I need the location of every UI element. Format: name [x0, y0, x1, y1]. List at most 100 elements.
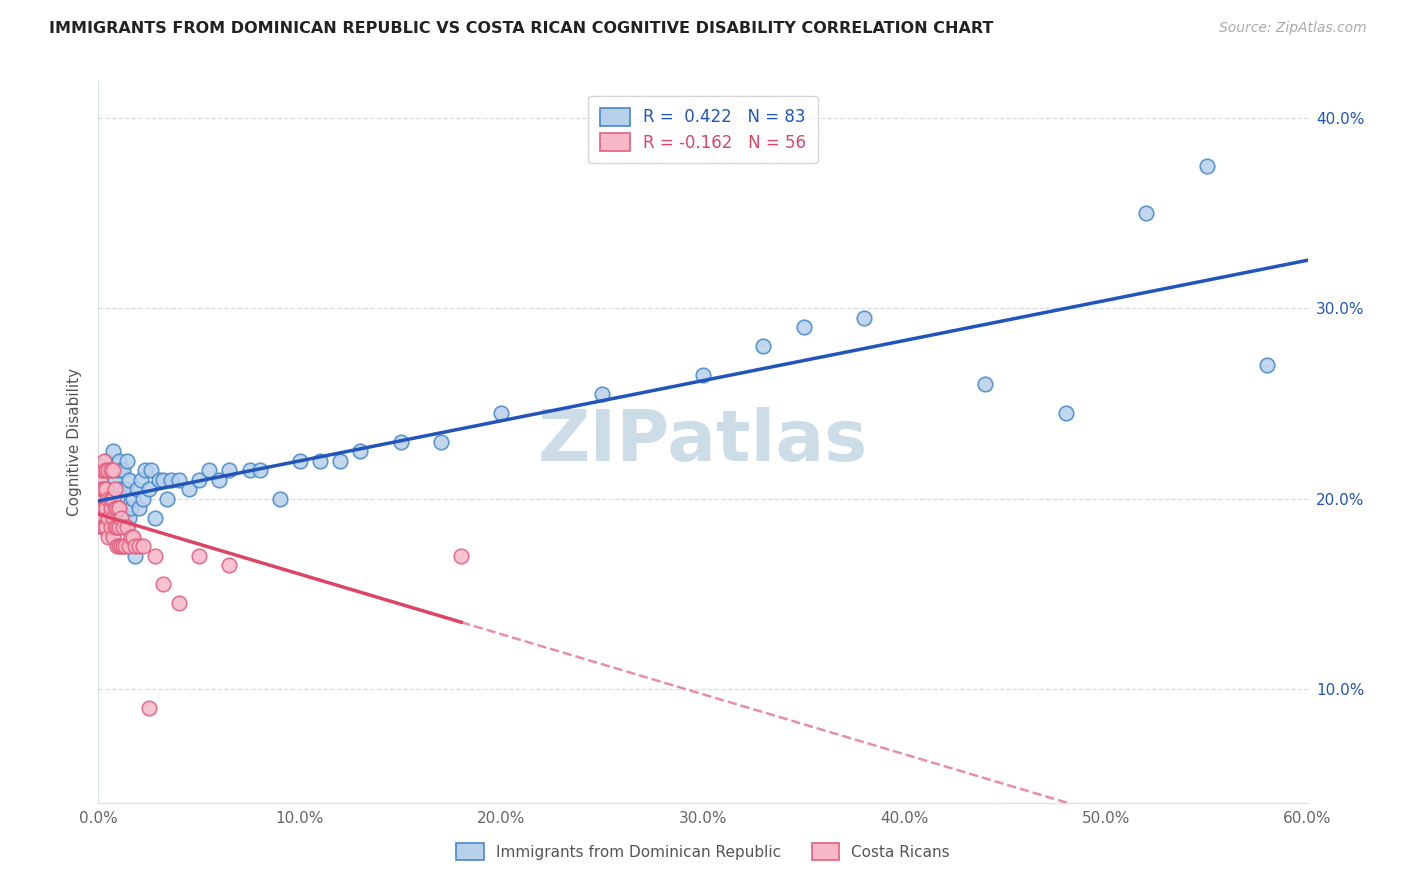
Point	[269, 491, 291, 506]
Point	[120, 501, 142, 516]
Point	[188, 549, 211, 563]
Point	[249, 463, 271, 477]
Point	[89, 491, 111, 506]
Point	[143, 549, 166, 563]
Point	[124, 539, 146, 553]
Point	[89, 473, 111, 487]
Point	[110, 510, 132, 524]
Point	[156, 491, 179, 506]
Point	[124, 549, 146, 563]
Point	[107, 520, 129, 534]
Point	[96, 453, 118, 467]
Point	[853, 310, 876, 325]
Point	[591, 387, 613, 401]
Point	[160, 473, 183, 487]
Point	[89, 491, 111, 506]
Point	[100, 520, 122, 534]
Point	[110, 463, 132, 477]
Point	[103, 501, 125, 516]
Point	[96, 501, 118, 516]
Point	[152, 577, 174, 591]
Point	[143, 510, 166, 524]
Point	[100, 491, 122, 506]
Point	[107, 539, 129, 553]
Point	[93, 463, 115, 477]
Point	[288, 453, 311, 467]
Point	[96, 520, 118, 534]
Point	[107, 482, 129, 496]
Point	[93, 482, 115, 496]
Point	[97, 463, 120, 477]
Text: Source: ZipAtlas.com: Source: ZipAtlas.com	[1219, 21, 1367, 35]
Point	[89, 510, 111, 524]
Point	[1256, 359, 1278, 373]
Point	[93, 453, 115, 467]
Point	[111, 539, 134, 553]
Point	[198, 463, 221, 477]
Point	[128, 501, 150, 516]
Point	[218, 463, 240, 477]
Point	[105, 491, 128, 506]
Point	[115, 520, 138, 534]
Point	[793, 320, 815, 334]
Point	[121, 491, 143, 506]
Point	[129, 473, 152, 487]
Point	[208, 473, 231, 487]
Point	[91, 501, 114, 516]
Point	[450, 549, 472, 563]
Point	[114, 539, 136, 553]
Point	[120, 530, 142, 544]
Point	[167, 473, 190, 487]
Point	[105, 520, 128, 534]
Point	[111, 520, 134, 534]
Point	[91, 463, 114, 477]
Point	[138, 482, 160, 496]
Point	[103, 520, 125, 534]
Point	[491, 406, 513, 420]
Point	[97, 482, 120, 496]
Point	[118, 510, 141, 524]
Point	[97, 463, 120, 477]
Point	[110, 510, 132, 524]
Point	[93, 520, 115, 534]
Point	[167, 596, 190, 610]
Point	[1195, 159, 1218, 173]
Point	[103, 482, 125, 496]
Point	[100, 463, 122, 477]
Point	[93, 501, 115, 516]
Point	[132, 491, 155, 506]
Point	[91, 482, 114, 496]
Point	[128, 539, 150, 553]
Point	[115, 453, 138, 467]
Point	[101, 491, 124, 506]
Point	[97, 520, 120, 534]
Y-axis label: Cognitive Disability: Cognitive Disability	[67, 368, 83, 516]
Point	[118, 473, 141, 487]
Point	[309, 453, 332, 467]
Point	[89, 510, 111, 524]
Point	[91, 501, 114, 516]
Point	[692, 368, 714, 382]
Point	[1054, 406, 1077, 420]
Point	[139, 463, 162, 477]
Point	[103, 473, 125, 487]
Point	[100, 491, 122, 506]
Point	[100, 501, 122, 516]
Point	[132, 539, 155, 553]
Point	[101, 491, 124, 506]
Point	[114, 520, 136, 534]
Point	[329, 453, 352, 467]
Point	[101, 463, 124, 477]
Point	[107, 453, 129, 467]
Point	[239, 463, 262, 477]
Point	[97, 501, 120, 516]
Point	[97, 510, 120, 524]
Point	[96, 463, 118, 477]
Point	[91, 520, 114, 534]
Point	[101, 510, 124, 524]
Point	[121, 530, 143, 544]
Point	[115, 520, 138, 534]
Point	[389, 434, 412, 449]
Point	[114, 482, 136, 496]
Point	[91, 463, 114, 477]
